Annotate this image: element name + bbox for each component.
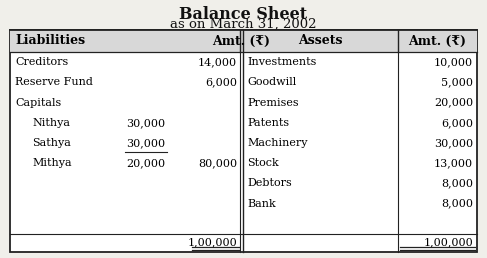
Text: 5,000: 5,000 bbox=[441, 77, 473, 87]
Text: Mithya: Mithya bbox=[32, 158, 72, 168]
Text: Investments: Investments bbox=[247, 57, 317, 67]
Text: Capitals: Capitals bbox=[15, 98, 61, 108]
Text: 80,000: 80,000 bbox=[198, 158, 237, 168]
Text: Balance Sheet: Balance Sheet bbox=[179, 6, 308, 23]
Text: 10,000: 10,000 bbox=[434, 57, 473, 67]
Text: 30,000: 30,000 bbox=[126, 138, 165, 148]
Text: 13,000: 13,000 bbox=[434, 158, 473, 168]
Text: 20,000: 20,000 bbox=[126, 158, 165, 168]
Text: 30,000: 30,000 bbox=[126, 118, 165, 128]
Text: 20,000: 20,000 bbox=[434, 98, 473, 108]
Text: as on March 31, 2002: as on March 31, 2002 bbox=[170, 18, 317, 31]
Text: Assets: Assets bbox=[298, 35, 343, 47]
Bar bbox=[10, 30, 477, 52]
Text: Nithya: Nithya bbox=[32, 118, 70, 128]
Text: Debtors: Debtors bbox=[247, 179, 292, 188]
Bar bbox=[10, 30, 477, 252]
Text: Sathya: Sathya bbox=[32, 138, 71, 148]
Text: 8,000: 8,000 bbox=[441, 179, 473, 188]
Text: Amt. (₹): Amt. (₹) bbox=[212, 35, 270, 47]
Text: 8,000: 8,000 bbox=[441, 199, 473, 209]
Text: 1,00,000: 1,00,000 bbox=[423, 237, 473, 247]
Text: Stock: Stock bbox=[247, 158, 279, 168]
Text: Premises: Premises bbox=[247, 98, 299, 108]
Text: Reserve Fund: Reserve Fund bbox=[15, 77, 93, 87]
Text: Liabilities: Liabilities bbox=[15, 35, 85, 47]
Text: Machinery: Machinery bbox=[247, 138, 307, 148]
Text: 6,000: 6,000 bbox=[205, 77, 237, 87]
Text: Patents: Patents bbox=[247, 118, 289, 128]
Text: 6,000: 6,000 bbox=[441, 118, 473, 128]
Text: Amt. (₹): Amt. (₹) bbox=[409, 35, 467, 47]
Text: Creditors: Creditors bbox=[15, 57, 68, 67]
Text: 1,00,000: 1,00,000 bbox=[187, 237, 237, 247]
Text: Goodwill: Goodwill bbox=[247, 77, 296, 87]
Text: 14,000: 14,000 bbox=[198, 57, 237, 67]
Text: Bank: Bank bbox=[247, 199, 276, 209]
Text: 30,000: 30,000 bbox=[434, 138, 473, 148]
